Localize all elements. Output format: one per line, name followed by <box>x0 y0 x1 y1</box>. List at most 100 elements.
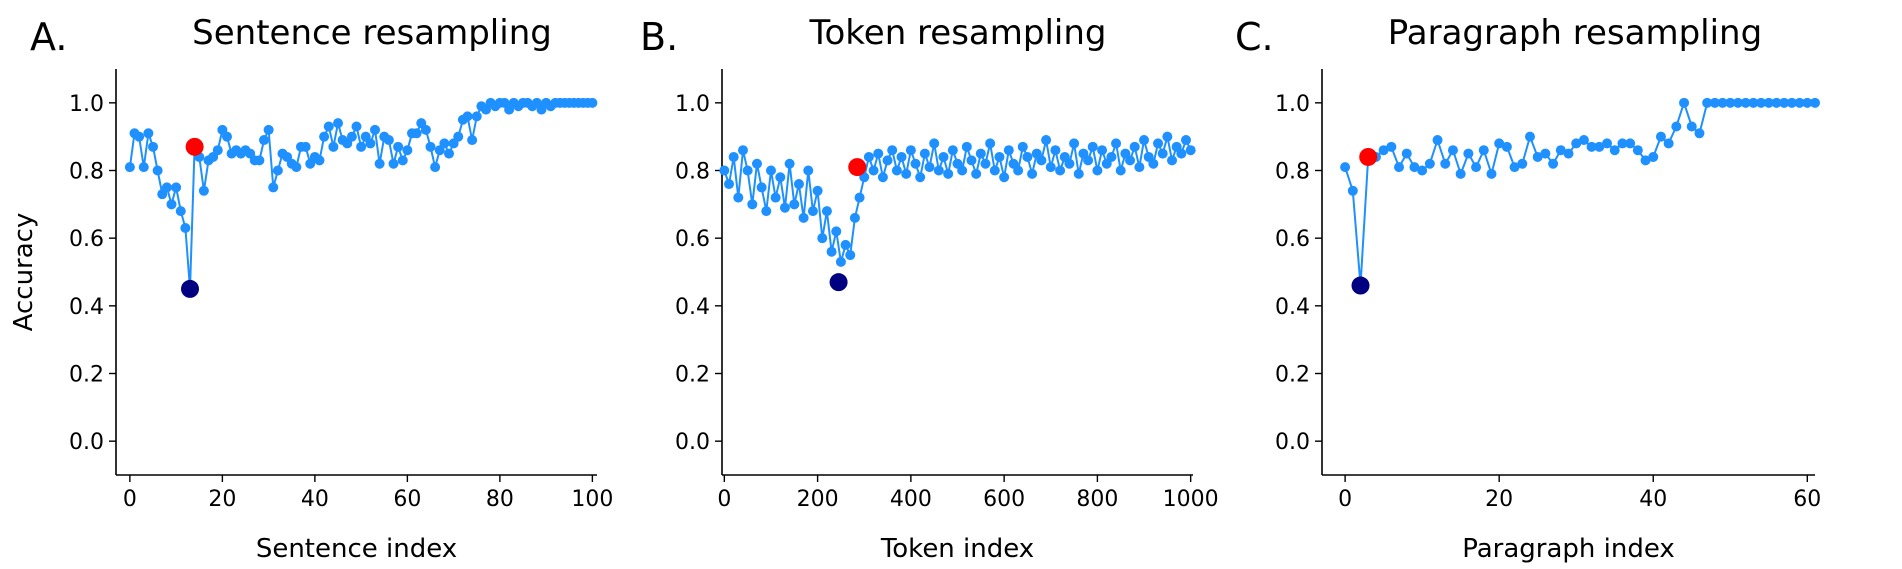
data-point <box>138 162 149 173</box>
data-point <box>821 206 832 217</box>
data-point <box>966 155 977 166</box>
data-point <box>333 118 343 129</box>
data-point <box>1409 162 1420 173</box>
data-point <box>1578 135 1589 146</box>
data-point <box>462 111 473 122</box>
data-point <box>166 199 177 210</box>
x-tick-label: 0 <box>123 487 137 512</box>
data-point <box>124 162 135 173</box>
data-point <box>1036 155 1047 166</box>
data-point <box>1394 162 1405 173</box>
data-point <box>1763 97 1774 108</box>
data-point <box>784 158 795 169</box>
chart-panel-2 <box>715 69 1196 482</box>
data-point <box>1455 168 1466 179</box>
series-line <box>128 101 593 289</box>
data-point <box>222 131 232 142</box>
data-point <box>924 162 935 173</box>
data-point <box>765 165 776 176</box>
data-point <box>812 185 823 196</box>
data-point <box>971 168 982 179</box>
data-point <box>1064 158 1075 169</box>
data-point <box>845 250 856 261</box>
data-point <box>929 138 940 149</box>
data-point <box>751 158 762 169</box>
data-point <box>198 185 209 196</box>
data-point <box>938 151 949 162</box>
data-point <box>1732 97 1743 108</box>
data-point <box>1424 158 1435 169</box>
data-point <box>1632 145 1643 156</box>
y-tick-label: 0.6 <box>69 227 104 252</box>
data-point <box>975 148 986 159</box>
data-point <box>1563 148 1574 159</box>
data-point <box>148 141 158 152</box>
data-point <box>980 158 991 169</box>
data-point <box>1139 135 1150 146</box>
data-point <box>1748 97 1759 108</box>
chart-panel-3 <box>1315 69 1820 482</box>
data-point <box>314 155 325 166</box>
x-tick-label: 600 <box>983 487 1025 512</box>
data-point <box>1083 155 1094 166</box>
y-tick-label: 1.0 <box>1275 92 1310 117</box>
data-point <box>1041 135 1052 146</box>
data-point <box>1602 138 1613 149</box>
data-point <box>272 165 283 176</box>
data-point <box>425 141 436 152</box>
data-point <box>323 121 334 132</box>
data-point <box>393 141 404 152</box>
data-point <box>1111 138 1122 149</box>
data-point <box>807 206 818 217</box>
chart-title: Token resampling <box>809 13 1107 53</box>
data-point <box>891 165 902 176</box>
data-point <box>1003 145 1014 156</box>
data-point <box>882 155 893 166</box>
data-point <box>1386 141 1397 152</box>
data-point <box>1740 97 1751 108</box>
data-point <box>328 141 339 152</box>
data-point <box>1640 155 1651 166</box>
data-point <box>152 165 163 176</box>
data-point <box>402 145 413 156</box>
data-point <box>915 172 926 183</box>
x-axis-label: Token index <box>880 534 1034 564</box>
recovery-highlight-point <box>848 158 867 177</box>
series-line <box>723 136 1192 263</box>
x-tick-label: 60 <box>1793 487 1821 512</box>
data-point <box>905 145 916 156</box>
data-point <box>933 165 944 176</box>
data-point <box>775 172 786 183</box>
data-point <box>374 158 385 169</box>
data-point <box>1756 97 1767 108</box>
data-point <box>1162 131 1173 142</box>
data-point <box>1625 138 1636 149</box>
data-point <box>1167 155 1178 166</box>
minimum-highlight-point <box>829 273 848 292</box>
data-point <box>1463 148 1474 159</box>
y-tick-label: 0.0 <box>675 430 710 455</box>
data-point <box>1097 145 1108 156</box>
y-tick-label: 0.0 <box>1275 430 1310 455</box>
x-axis-label: Paragraph index <box>1462 534 1675 564</box>
data-point <box>919 148 930 159</box>
x-tick-label: 20 <box>208 487 236 512</box>
x-tick-label: 800 <box>1076 487 1118 512</box>
data-point <box>1440 158 1451 169</box>
chart-title: Sentence resampling <box>192 13 552 53</box>
data-point <box>849 212 860 223</box>
data-point <box>587 97 598 108</box>
data-point <box>896 151 907 162</box>
data-point <box>365 138 376 149</box>
data-point <box>961 141 972 152</box>
data-point <box>383 135 394 146</box>
data-point <box>1609 145 1620 156</box>
data-point <box>1709 97 1720 108</box>
y-axis-label: Accuracy <box>9 213 39 332</box>
data-point <box>863 151 874 162</box>
data-point <box>1471 162 1482 173</box>
data-point <box>1548 158 1559 169</box>
data-point <box>453 131 464 142</box>
data-point <box>1092 165 1103 176</box>
